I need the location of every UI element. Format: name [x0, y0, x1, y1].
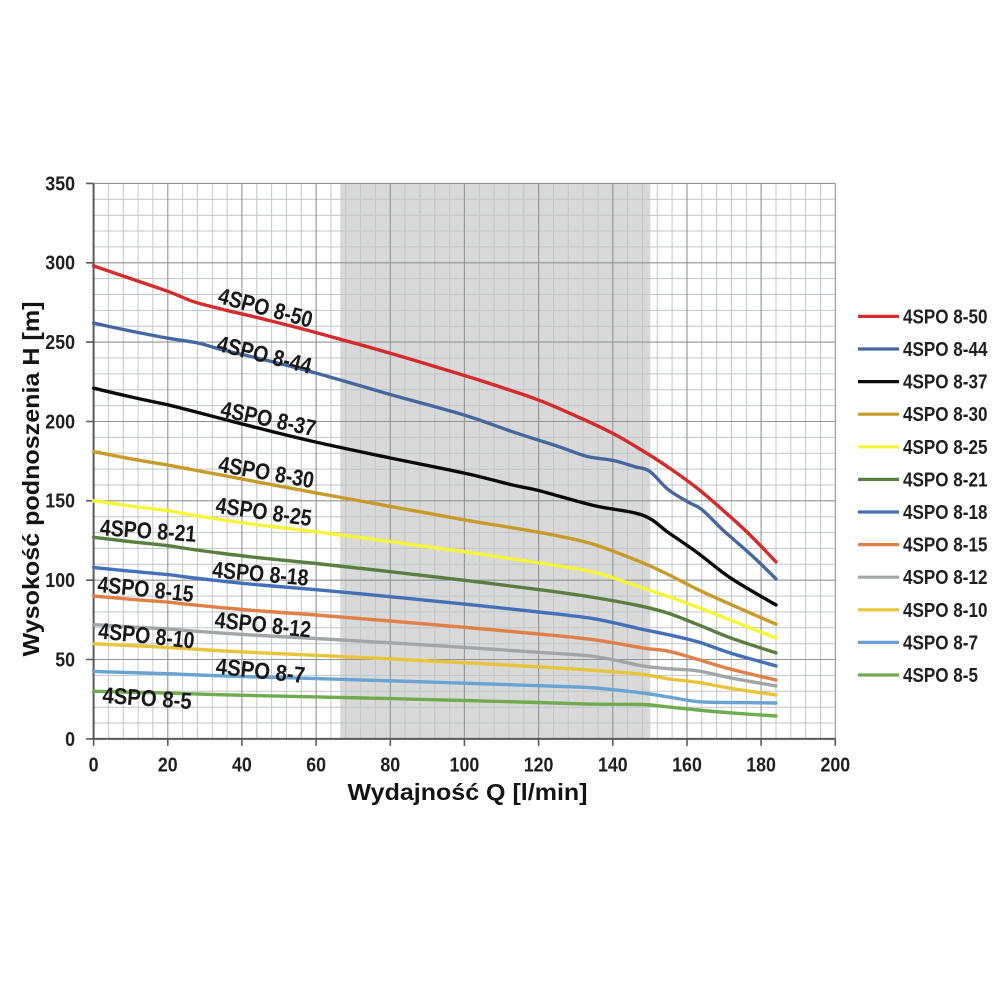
svg-text:180: 180: [746, 755, 776, 777]
svg-text:60: 60: [306, 755, 326, 777]
svg-text:4SPO 8-44: 4SPO 8-44: [903, 339, 988, 361]
svg-text:4SPO 8-37: 4SPO 8-37: [903, 372, 988, 394]
svg-text:350: 350: [45, 173, 75, 195]
svg-text:50: 50: [55, 649, 75, 671]
svg-text:4SPO 8-50: 4SPO 8-50: [903, 306, 988, 328]
svg-text:4SPO 8-10: 4SPO 8-10: [903, 600, 988, 622]
svg-text:4SPO 8-12: 4SPO 8-12: [903, 567, 988, 589]
svg-text:20: 20: [158, 755, 178, 777]
svg-text:80: 80: [380, 755, 400, 777]
svg-text:4SPO 8-18: 4SPO 8-18: [903, 502, 988, 524]
svg-text:200: 200: [820, 755, 850, 777]
svg-text:Wydajność Q [l/min]: Wydajność Q [l/min]: [348, 779, 588, 805]
svg-text:160: 160: [672, 755, 702, 777]
svg-text:Wysokość podnoszenia H [m]: Wysokość podnoszenia H [m]: [18, 302, 44, 657]
svg-text:120: 120: [524, 755, 554, 777]
svg-text:150: 150: [45, 491, 75, 513]
svg-text:40: 40: [232, 755, 252, 777]
svg-text:4SPO 8-25: 4SPO 8-25: [903, 437, 988, 459]
svg-text:4SPO 8-21: 4SPO 8-21: [903, 469, 988, 491]
svg-text:4SPO 8-30: 4SPO 8-30: [903, 404, 988, 426]
svg-text:100: 100: [45, 570, 75, 592]
svg-text:0: 0: [65, 729, 75, 751]
svg-text:4SPO 8-7: 4SPO 8-7: [903, 632, 978, 654]
svg-text:250: 250: [45, 332, 75, 354]
svg-text:100: 100: [450, 755, 480, 777]
svg-text:4SPO 8-5: 4SPO 8-5: [903, 665, 978, 687]
svg-text:140: 140: [598, 755, 628, 777]
svg-text:4SPO 8-15: 4SPO 8-15: [903, 535, 988, 557]
svg-text:0: 0: [89, 755, 99, 777]
svg-text:300: 300: [45, 253, 75, 275]
svg-text:200: 200: [45, 411, 75, 433]
svg-text:4SPO 8-5: 4SPO 8-5: [102, 682, 193, 714]
